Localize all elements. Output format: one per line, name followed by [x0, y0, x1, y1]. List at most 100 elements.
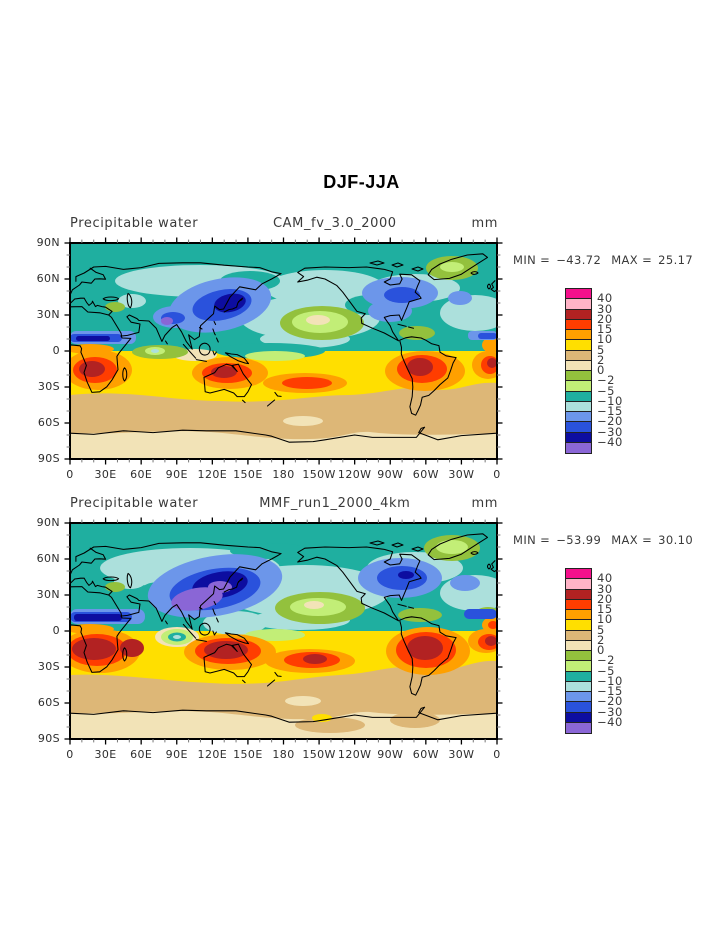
colorbar-tick-label: 40	[597, 291, 613, 306]
y-tick-label: 30N	[36, 308, 60, 321]
x-tick-label: 150W	[302, 468, 336, 481]
colorbar-tick-label: −40	[597, 714, 623, 729]
x-tick-label: 0	[66, 748, 74, 761]
x-tick-label: 30E	[94, 748, 117, 761]
colorbar-tick-label: −20	[597, 694, 623, 709]
colorbar-segment	[566, 442, 591, 453]
max-value: 25.17	[658, 253, 694, 267]
colorbar-segment	[566, 661, 591, 672]
colorbar-tick-label: 15	[597, 322, 613, 336]
y-tick-label: 60S	[37, 696, 60, 709]
colorbar-segment	[566, 309, 591, 320]
x-tick-label: 120E	[197, 748, 228, 761]
units-label: mm	[471, 496, 498, 511]
y-tick-label: 90S	[37, 732, 60, 745]
colorbar-segment	[566, 299, 591, 310]
max-label: MAX =	[611, 253, 653, 267]
x-tick-label: 60W	[412, 748, 439, 761]
colorbar-tick-label: −10	[597, 393, 623, 408]
colorbar-segment	[566, 330, 591, 341]
x-tick-label: 0	[66, 468, 74, 481]
x-tick-label: 90E	[165, 748, 188, 761]
contour-fill-field	[70, 243, 497, 459]
colorbar-segment	[566, 432, 591, 443]
x-tick-label: 60W	[412, 468, 439, 481]
colorbar-tick-label: −30	[597, 704, 623, 719]
colorbar-segment	[566, 579, 591, 590]
colorbar-segment	[566, 371, 591, 382]
colorbar-segment	[566, 340, 591, 351]
colorbar-tick-label: 0	[597, 643, 605, 657]
y-tick-label: 0	[52, 344, 60, 357]
x-tick-label: 0	[493, 748, 501, 761]
x-tick-label: 90W	[377, 468, 404, 481]
units-label: mm	[471, 216, 498, 231]
x-tick-label: 150E	[233, 748, 263, 761]
colorbar-segment	[566, 599, 591, 610]
x-tick-label: 0	[493, 468, 501, 481]
colorbar-segment	[566, 640, 591, 651]
colorbar-tick-label: −5	[597, 663, 615, 678]
colorbar-tick-label: 10	[597, 332, 613, 347]
map-plot-mmf	[64, 517, 503, 745]
colorbar-tick-label: 30	[597, 301, 613, 316]
colorbar-tick-label: 2	[597, 632, 605, 647]
colorbar-segment	[566, 712, 591, 723]
colorbar-segment	[566, 569, 591, 580]
panel-header: Precipitable water MMF_run1_2000_4km mm	[70, 496, 498, 511]
colorbar-segment	[566, 289, 591, 300]
max-value: 30.10	[658, 533, 694, 547]
x-tick-label: 120E	[197, 468, 228, 481]
contour-fill-field	[70, 523, 497, 739]
x-tick-label: 30E	[94, 468, 117, 481]
min-max-readout: MIN = −53.99 MAX = 30.10	[513, 533, 693, 547]
colorbar-segment	[566, 610, 591, 621]
colorbar-tick-label: 20	[597, 311, 613, 326]
colorbar	[565, 568, 592, 734]
colorbar-segment	[566, 412, 591, 423]
colorbar-segment	[566, 381, 591, 392]
x-tick-label: 30W	[448, 468, 475, 481]
axis-ticks	[64, 517, 503, 745]
x-tick-label: 120W	[337, 468, 372, 481]
colorbar-tick-label: 0	[597, 363, 605, 377]
colorbar-segment	[566, 350, 591, 361]
x-tick-label: 60E	[130, 468, 153, 481]
colorbar-tick-label: −40	[597, 434, 623, 449]
y-tick-label: 90N	[36, 516, 60, 529]
x-tick-label: 60E	[130, 748, 153, 761]
panel-cam: Precipitable water CAM_fv_3.0_2000 mm	[0, 216, 723, 496]
colorbar-segment	[566, 422, 591, 433]
colorbar-tick-label: 30	[597, 581, 613, 596]
colorbar-tick-label: 5	[597, 342, 605, 357]
colorbar-tick-label: −5	[597, 383, 615, 398]
y-tick-label: 90N	[36, 236, 60, 249]
colorbar-tick-label: 15	[597, 602, 613, 616]
y-tick-label: 60N	[36, 552, 60, 565]
x-tick-label: 90W	[377, 748, 404, 761]
colorbar-segment	[566, 620, 591, 631]
x-tick-label: 150W	[302, 748, 336, 761]
y-tick-label: 30N	[36, 588, 60, 601]
figure-title: DJF-JJA	[323, 172, 400, 192]
colorbar-tick-label: −30	[597, 424, 623, 439]
colorbar-tick-label: −2	[597, 373, 615, 388]
colorbar-tick-label: 20	[597, 591, 613, 606]
min-max-readout: MIN = −43.72 MAX = 25.17	[513, 253, 693, 267]
x-tick-label: 150E	[233, 468, 263, 481]
x-tick-label: 30W	[448, 748, 475, 761]
x-tick-label: 180	[272, 748, 295, 761]
colorbar-segment	[566, 722, 591, 733]
min-label: MIN =	[513, 533, 551, 547]
colorbar-segment	[566, 651, 591, 662]
y-tick-label: 60N	[36, 272, 60, 285]
case-label: MMF_run1_2000_4km	[259, 496, 411, 511]
panel-header: Precipitable water CAM_fv_3.0_2000 mm	[70, 216, 498, 231]
y-tick-label: 60S	[37, 416, 60, 429]
colorbar	[565, 288, 592, 454]
x-tick-label: 180	[272, 468, 295, 481]
field-label: Precipitable water	[70, 496, 199, 511]
min-value: −43.72	[556, 253, 602, 267]
map-area	[64, 517, 503, 745]
y-tick-label: 30S	[37, 660, 60, 673]
